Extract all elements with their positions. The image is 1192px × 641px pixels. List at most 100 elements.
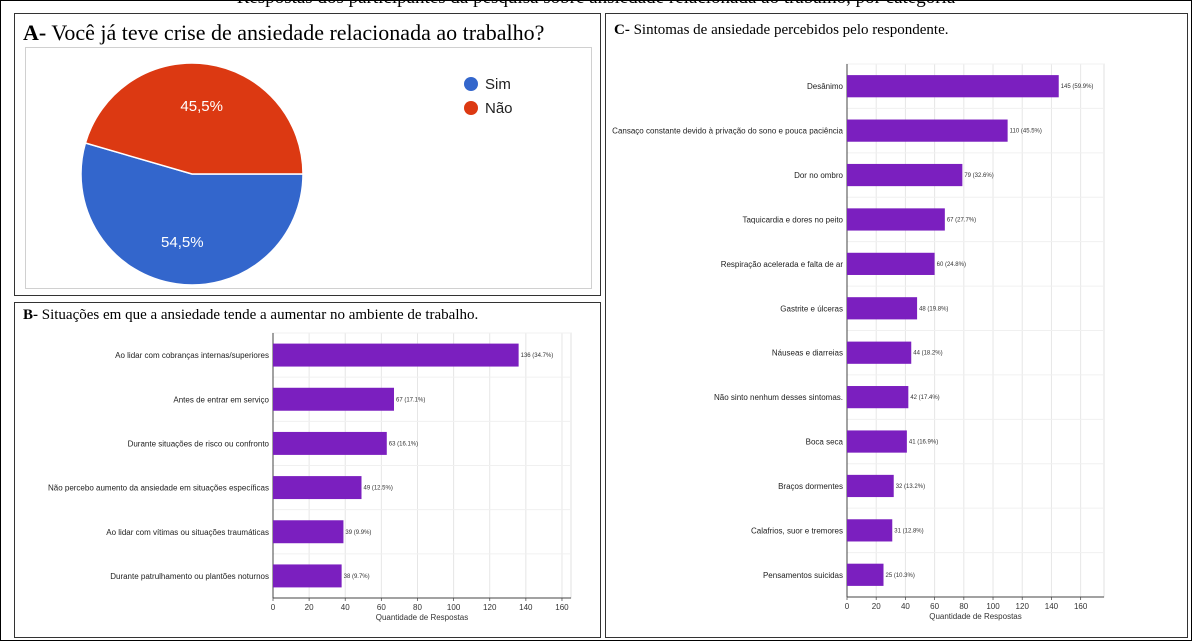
symptoms-x-axis-title: Quantidade de Respostas (929, 612, 1022, 621)
symptoms-category-label: Calafrios, suor e tremores (751, 526, 843, 535)
situations-category-label: Ao lidar com cobranças internas/superior… (115, 351, 269, 360)
panel-a-title: A- Você já teve crise de ansiedade relac… (23, 20, 544, 46)
symptoms-category-label: Taquicardia e dores no peito (742, 215, 843, 224)
situations-tick-label: 40 (341, 603, 350, 612)
symptoms-data-label: 41 (16.9%) (909, 440, 938, 446)
symptoms-tick-label: 20 (872, 602, 881, 611)
panel-b-title-text: Situações em que a ansiedade tende a aum… (41, 307, 479, 323)
symptoms-data-label: 110 (45.5%) (1010, 129, 1042, 135)
pie-chart: 54,5% 45,5% Sim Não (80, 62, 513, 286)
situations-bar (273, 520, 344, 544)
panel-c: C- Sintomas de ansiedade percebidos pelo… (605, 13, 1188, 638)
panel-a-prefix: A- (23, 20, 47, 45)
symptoms-category-label: Gastrite e úlceras (780, 304, 843, 313)
symptoms-tick-label: 0 (845, 602, 850, 611)
symptoms-category-label: Braços dormentes (778, 482, 843, 491)
symptoms-data-label: 31 (12.8%) (894, 528, 923, 534)
symptoms-data-label: 25 (10.3%) (886, 573, 915, 579)
symptoms-tick-label: 40 (901, 602, 910, 611)
caption-text: Respostas dos participantes da pesquisa … (0, 0, 1192, 9)
situations-bar (273, 431, 387, 455)
panel-c-prefix: C- (614, 22, 630, 38)
symptoms-bar (847, 297, 918, 320)
situations-data-label: 38 (9.7%) (344, 574, 370, 580)
panel-a-title-text: Você já teve crise de ansiedade relacion… (51, 20, 545, 45)
pie-label-0: 54,5% (161, 234, 204, 251)
situations-bar (273, 476, 362, 500)
symptoms-bar (847, 430, 907, 453)
situations-bar (273, 564, 342, 588)
symptoms-category-label: Cansaço constante devido à privação do s… (612, 127, 843, 136)
situations-tick-label: 100 (447, 603, 461, 612)
situations-x-axis-title: Quantidade de Respostas (376, 613, 469, 622)
situations-tick-label: 80 (413, 603, 422, 612)
panel-b: B- Situações em que a ansiedade tende a … (14, 302, 601, 638)
pie-slice-no (84, 62, 304, 175)
situations-data-label: 49 (12.5%) (363, 486, 392, 492)
situations-bar (273, 343, 519, 367)
symptoms-tick-label: 160 (1074, 602, 1088, 611)
situations-category-label: Ao lidar com vítimas ou situações traumá… (106, 528, 269, 537)
symptoms-data-label: 60 (24.8%) (937, 262, 966, 268)
symptoms-category-label: Pensamentos suicidas (763, 571, 843, 580)
situations-tick-label: 140 (519, 603, 533, 612)
symptoms-tick-label: 80 (959, 602, 968, 611)
situations-category-label: Durante patrulhamento ou plantões noturn… (110, 572, 269, 581)
panel-c-title: C- Sintomas de ansiedade percebidos pelo… (614, 22, 948, 39)
bar-chart-symptoms: 0 20 40 60 80 100 120 140 160 Desânimo 145 (59.9%)… (612, 63, 1105, 621)
situations-tick-label: 20 (305, 603, 314, 612)
symptoms-category-label: Desânimo (807, 82, 844, 91)
symptoms-bar (847, 563, 884, 586)
panel-a: A- Você já teve crise de ansiedade relac… (14, 13, 601, 296)
symptoms-data-label: 44 (18.2%) (913, 351, 942, 357)
symptoms-data-label: 79 (32.6%) (964, 173, 993, 179)
symptoms-bar (847, 386, 909, 409)
situations-category-label: Não percebo aumento da ansiedade em situ… (48, 484, 269, 493)
symptoms-category-label: Náuseas e diarreias (772, 349, 843, 358)
situations-bar (273, 387, 395, 411)
symptoms-bar (847, 474, 894, 498)
legend-marker-0 (464, 77, 478, 91)
symptoms-bar (847, 208, 945, 231)
situations-data-label: 67 (17.1%) (396, 397, 425, 403)
symptoms-data-label: 145 (59.9%) (1061, 84, 1094, 90)
symptoms-category-label: Não sinto nenhum desses sintomas. (714, 393, 843, 402)
situations-data-label: 136 (34.7%) (521, 353, 554, 359)
pie-label-1: 45,5% (180, 98, 223, 115)
bar-chart-situations: 0 20 40 60 80 100 120 140 160 Ao lidar com cobran… (48, 332, 572, 622)
symptoms-category-label: Respiração acelerada e falta de ar (721, 260, 844, 269)
situations-category-label: Antes de entrar em serviço (173, 395, 269, 404)
pie-slice-sim (80, 142, 304, 286)
symptoms-tick-label: 100 (986, 602, 1000, 611)
symptoms-tick-label: 60 (930, 602, 939, 611)
symptoms-bar (847, 341, 912, 364)
symptoms-data-label: 48 (19.8%) (919, 306, 948, 312)
symptoms-bar (847, 519, 893, 542)
situations-tick-label: 160 (555, 603, 569, 612)
symptoms-bar (847, 163, 963, 187)
situations-category-label: Durante situações de risco ou confronto (128, 439, 270, 448)
symptoms-bar (847, 252, 935, 275)
symptoms-category-label: Boca seca (806, 438, 844, 447)
symptoms-tick-label: 140 (1045, 602, 1059, 611)
cropped-caption: Respostas dos participantes da pesquisa … (0, 0, 1192, 14)
situations-tick-label: 120 (483, 603, 497, 612)
legend-label-0: Sim (485, 76, 511, 93)
symptoms-data-label: 42 (17.4%) (910, 395, 939, 401)
situations-data-label: 63 (16.1%) (389, 441, 418, 447)
panel-b-prefix: B- (23, 307, 38, 323)
panel-b-title: B- Situações em que a ansiedade tende a … (23, 307, 478, 324)
symptoms-bar (847, 119, 1008, 142)
symptoms-bar (847, 75, 1059, 98)
legend-label-1: Não (485, 100, 513, 117)
symptoms-tick-label: 120 (1016, 602, 1030, 611)
symptoms-data-label: 67 (27.7%) (947, 217, 976, 223)
symptoms-data-label: 32 (13.2%) (896, 484, 925, 490)
pie-chart-area: 54,5% 45,5% Sim Não (25, 47, 592, 289)
situations-tick-label: 60 (377, 603, 386, 612)
panel-c-title-text: Sintomas de ansiedade percebidos pelo re… (633, 22, 949, 38)
symptoms-category-label: Dor no ombro (794, 171, 843, 180)
legend-marker-1 (464, 101, 478, 115)
situations-data-label: 39 (9.9%) (345, 530, 371, 536)
situations-tick-label: 0 (271, 603, 276, 612)
